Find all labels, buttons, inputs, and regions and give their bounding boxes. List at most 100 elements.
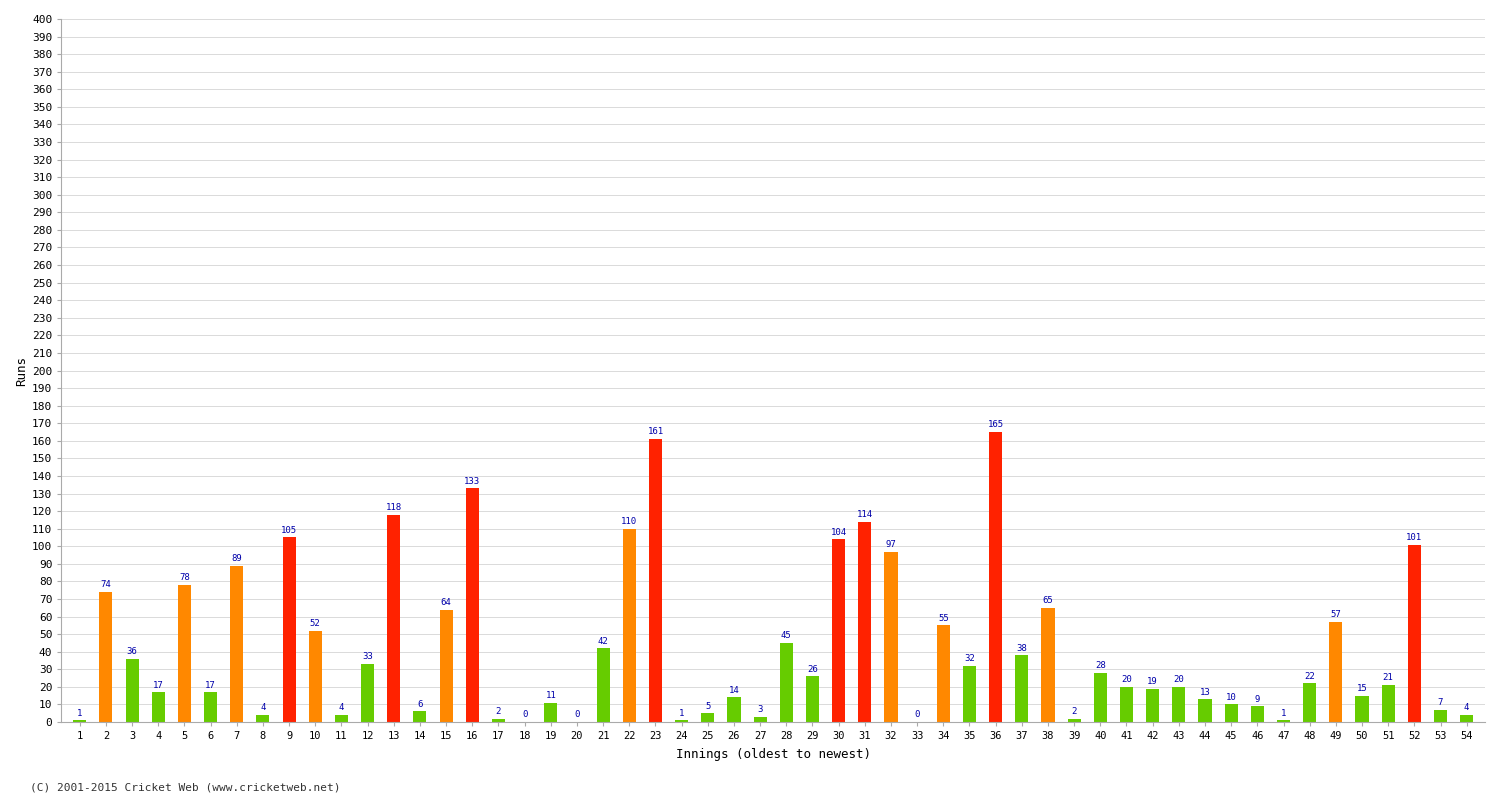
Text: 118: 118 (386, 503, 402, 512)
Bar (414, 711, 426, 722)
Text: 4: 4 (261, 703, 266, 712)
Bar (1460, 715, 1473, 722)
Text: 6: 6 (417, 700, 423, 709)
Text: 165: 165 (987, 420, 1004, 430)
Text: 20: 20 (1120, 675, 1132, 684)
Bar (675, 720, 688, 722)
Bar (492, 718, 506, 722)
Text: 78: 78 (178, 574, 190, 582)
Text: 110: 110 (621, 517, 638, 526)
Bar (362, 664, 374, 722)
Bar (1224, 705, 1238, 722)
Bar (1251, 706, 1264, 722)
Bar (622, 529, 636, 722)
Text: 64: 64 (441, 598, 452, 607)
Bar (387, 514, 400, 722)
Text: 19: 19 (1148, 677, 1158, 686)
Text: 3: 3 (758, 705, 764, 714)
Bar (1329, 622, 1342, 722)
Bar (938, 626, 950, 722)
Text: 2: 2 (496, 707, 501, 716)
Bar (1146, 689, 1160, 722)
Bar (1356, 696, 1368, 722)
Bar (1016, 655, 1029, 722)
Text: 26: 26 (807, 665, 818, 674)
Bar (1198, 699, 1212, 722)
X-axis label: Innings (oldest to newest): Innings (oldest to newest) (675, 748, 870, 761)
Text: 74: 74 (100, 580, 111, 590)
Text: 32: 32 (964, 654, 975, 663)
Bar (597, 648, 609, 722)
Bar (885, 551, 897, 722)
Bar (1304, 683, 1316, 722)
Bar (309, 630, 322, 722)
Bar (963, 666, 976, 722)
Text: 28: 28 (1095, 661, 1106, 670)
Bar (806, 676, 819, 722)
Text: 57: 57 (1330, 610, 1341, 619)
Text: 7: 7 (1438, 698, 1443, 707)
Bar (282, 538, 296, 722)
Text: 1: 1 (76, 709, 82, 718)
Text: 0: 0 (574, 710, 579, 719)
Text: 0: 0 (522, 710, 528, 719)
Text: 38: 38 (1017, 644, 1028, 653)
Bar (753, 717, 766, 722)
Text: 5: 5 (705, 702, 711, 710)
Text: 17: 17 (206, 681, 216, 690)
Bar (334, 715, 348, 722)
Bar (126, 658, 138, 722)
Bar (1173, 687, 1185, 722)
Bar (702, 714, 714, 722)
Text: 42: 42 (598, 637, 609, 646)
Text: 14: 14 (729, 686, 740, 694)
Bar (152, 692, 165, 722)
Bar (1094, 673, 1107, 722)
Text: 55: 55 (938, 614, 948, 622)
Bar (1120, 687, 1132, 722)
Bar (440, 610, 453, 722)
Text: 114: 114 (856, 510, 873, 519)
Bar (74, 720, 87, 722)
Text: 22: 22 (1305, 672, 1316, 681)
Text: 45: 45 (782, 631, 792, 640)
Text: 0: 0 (915, 710, 920, 719)
Text: 89: 89 (231, 554, 242, 563)
Bar (833, 539, 844, 722)
Text: 65: 65 (1042, 596, 1053, 605)
Bar (465, 488, 478, 722)
Text: 33: 33 (362, 652, 374, 662)
Bar (780, 643, 794, 722)
Bar (858, 522, 871, 722)
Text: 104: 104 (831, 528, 846, 537)
Text: 36: 36 (126, 647, 138, 656)
Bar (1276, 720, 1290, 722)
Text: 101: 101 (1407, 533, 1422, 542)
Bar (1434, 710, 1448, 722)
Text: 1: 1 (1281, 709, 1286, 718)
Bar (1041, 608, 1054, 722)
Text: (C) 2001-2015 Cricket Web (www.cricketweb.net): (C) 2001-2015 Cricket Web (www.cricketwe… (30, 782, 340, 792)
Bar (256, 715, 270, 722)
Text: 2: 2 (1071, 707, 1077, 716)
Text: 20: 20 (1173, 675, 1184, 684)
Text: 21: 21 (1383, 674, 1394, 682)
Text: 97: 97 (885, 540, 897, 549)
Text: 4: 4 (339, 703, 344, 712)
Bar (728, 698, 741, 722)
Text: 133: 133 (464, 477, 480, 486)
Y-axis label: Runs: Runs (15, 355, 28, 386)
Text: 161: 161 (648, 427, 663, 437)
Bar (178, 585, 190, 722)
Text: 17: 17 (153, 681, 164, 690)
Bar (988, 432, 1002, 722)
Bar (1068, 718, 1080, 722)
Bar (204, 692, 218, 722)
Text: 105: 105 (280, 526, 297, 535)
Bar (99, 592, 112, 722)
Bar (230, 566, 243, 722)
Text: 13: 13 (1200, 687, 1210, 697)
Text: 52: 52 (310, 619, 321, 628)
Text: 11: 11 (546, 691, 556, 700)
Bar (650, 439, 662, 722)
